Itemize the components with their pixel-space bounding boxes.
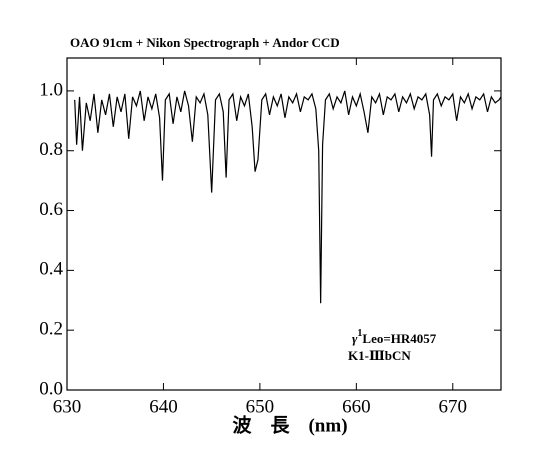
x-axis-label: 波 長 (nm) [232,413,347,436]
chart-title: OAO 91cm + Nikon Spectrograph + Andor CC… [70,35,340,50]
y-tick-label: 0.0 [39,378,63,399]
plot-frame [66,57,502,391]
y-tick-label: 0.2 [39,319,63,340]
x-tick-label: 660 [342,396,371,417]
annotation-symbol: γ [352,331,358,346]
annotation-superscript: 1 [357,328,362,339]
annotation-star: Leo=HR4057 [362,331,436,346]
x-tick-label: 670 [439,396,468,417]
spectrum-line [74,90,502,304]
y-tick-label: 1.0 [39,79,63,100]
x-tick-label: 640 [149,396,178,417]
x-tick-label: 650 [246,396,275,417]
y-tick-label: 0.6 [39,199,63,220]
y-tick-label: 0.8 [39,139,63,160]
annotation: γ1Leo=HR4057 [352,328,437,346]
x-tick-label: 630 [53,396,82,417]
annotation-class: K1-ⅢbCN [348,348,411,363]
y-tick-label: 0.4 [39,259,63,280]
